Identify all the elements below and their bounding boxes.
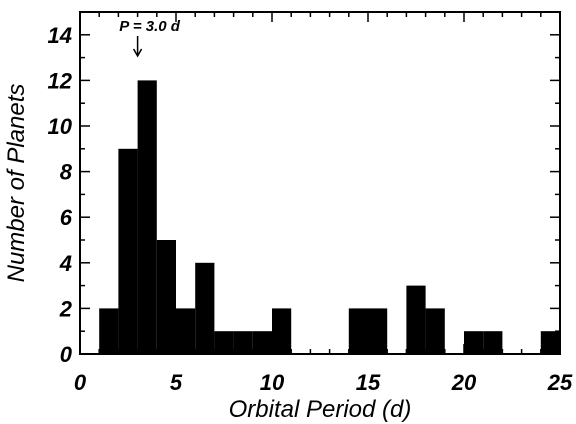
x-tick-label: 15	[356, 370, 381, 395]
histogram-bar	[368, 308, 388, 354]
histogram-bar	[406, 285, 426, 354]
histogram-bar	[540, 331, 560, 354]
histogram-bar	[99, 308, 119, 354]
histogram-bar	[176, 308, 196, 354]
y-tick-label: 0	[60, 342, 73, 367]
x-tick-label: 10	[260, 370, 285, 395]
y-tick-label: 2	[59, 296, 73, 321]
y-axis-title: Number of Planets	[3, 84, 30, 283]
axis-ticks	[79, 11, 561, 355]
period-annotation: P = 3.0 d	[119, 18, 181, 58]
histogram-bar	[118, 148, 138, 354]
histogram-bar	[195, 262, 215, 354]
y-tick-labels: 0 2 4 6 8 10 12 14	[48, 23, 73, 367]
y-tick-label: 12	[48, 68, 73, 93]
x-axis-title: Orbital Period (d)	[229, 396, 412, 423]
y-tick-label: 6	[60, 205, 73, 230]
histogram-bar	[348, 308, 368, 354]
histogram-bar	[483, 331, 503, 354]
histogram-bar	[425, 308, 445, 354]
y-tick-label: 8	[60, 160, 73, 185]
x-tick-label: 20	[451, 370, 477, 395]
histogram-bar	[464, 331, 484, 354]
y-tick-label: 4	[59, 251, 72, 276]
histogram-bar	[156, 240, 176, 354]
histogram-bar	[214, 331, 234, 354]
annotation-arrow-head	[132, 48, 143, 58]
x-tick-label: 25	[547, 370, 573, 395]
x-tick-label: 5	[170, 370, 183, 395]
histogram-bar	[272, 308, 292, 354]
y-tick-label: 10	[48, 114, 73, 139]
plot-frame	[79, 11, 561, 355]
histogram-bars	[99, 80, 560, 355]
x-tick-labels: 0 5 10 15 20 25	[74, 370, 573, 395]
histogram-bar	[137, 80, 157, 355]
x-tick-label: 0	[74, 370, 87, 395]
histogram-bar	[233, 331, 253, 354]
y-tick-label: 14	[48, 23, 72, 48]
annotation-label: P = 3.0 d	[119, 18, 181, 35]
histogram-bar	[252, 331, 272, 354]
